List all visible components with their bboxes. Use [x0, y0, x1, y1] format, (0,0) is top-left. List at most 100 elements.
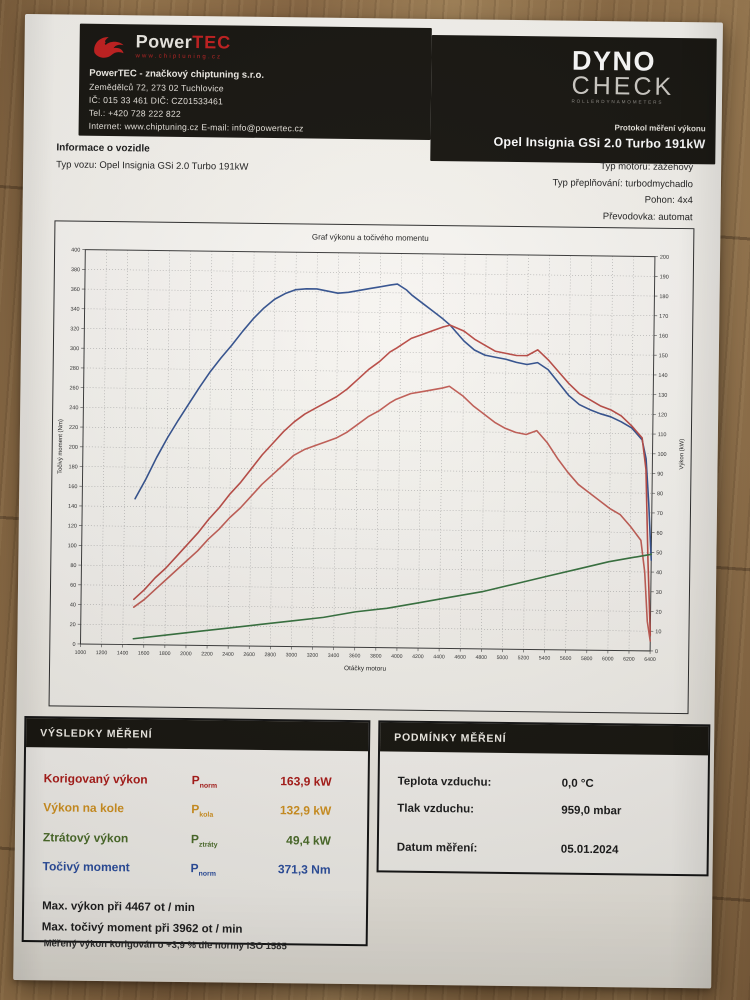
- svg-text:5200: 5200: [518, 655, 530, 661]
- svg-text:4600: 4600: [454, 655, 466, 661]
- results-panel: VÝSLEDKY MĚŘENÍ Korigovaný výkon Pnorm 1…: [21, 716, 371, 947]
- svg-text:Výkon (kW): Výkon (kW): [679, 439, 685, 470]
- logo-text-tec: TEC: [192, 32, 232, 53]
- svg-text:80: 80: [657, 491, 663, 497]
- svg-text:240: 240: [69, 405, 78, 411]
- svg-text:1000: 1000: [75, 650, 87, 656]
- svg-text:220: 220: [69, 425, 78, 431]
- svg-text:4400: 4400: [433, 654, 445, 660]
- svg-text:50: 50: [656, 550, 662, 556]
- svg-text:360: 360: [71, 287, 80, 293]
- result-symbol: Pztráty: [190, 831, 218, 849]
- svg-text:5000: 5000: [497, 655, 509, 661]
- svg-text:5600: 5600: [560, 656, 572, 662]
- company-name: PowerTEC - značkový chiptuning s.r.o.: [89, 67, 265, 81]
- svg-text:2000: 2000: [180, 651, 192, 657]
- svg-text:320: 320: [70, 326, 79, 332]
- svg-text:3200: 3200: [307, 653, 319, 659]
- svg-text:0: 0: [72, 642, 75, 648]
- svg-text:3600: 3600: [349, 653, 361, 659]
- svg-text:40: 40: [656, 570, 662, 576]
- svg-text:140: 140: [658, 373, 667, 379]
- company-header-block: PowerTEC www.chiptuning.cz PowerTEC - zn…: [78, 23, 432, 140]
- svg-text:380: 380: [71, 267, 80, 273]
- conditions-table: Teplota vzduchu: 0,0 °C Tlak vzduchu: 95…: [379, 751, 708, 857]
- spec-gearbox: Převodovka: automat: [602, 210, 693, 224]
- result-value: 163,9 kW: [280, 774, 332, 789]
- company-registration: IČ: 015 33 461 DIČ: CZ01533461: [88, 94, 224, 107]
- svg-text:4000: 4000: [391, 654, 403, 660]
- svg-text:1400: 1400: [117, 650, 129, 656]
- result-max-lines: Max. výkon při 4467 ot / min Max. točivý…: [24, 880, 367, 943]
- logo-url: www.chiptuning.cz: [135, 53, 223, 61]
- svg-text:2200: 2200: [201, 651, 213, 657]
- dynocheck-logo: DYNO CHECK ROLLERDYNAMOMETERS: [571, 46, 675, 106]
- svg-text:30: 30: [656, 590, 662, 596]
- svg-text:2400: 2400: [222, 652, 234, 658]
- svg-text:60: 60: [70, 583, 76, 589]
- dynocheck-logo-check: CHECK: [571, 71, 675, 101]
- svg-text:Točivý moment (Nm): Točivý moment (Nm): [58, 419, 65, 474]
- company-internet: Internet: www.chiptuning.cz E-mail: info…: [88, 120, 304, 134]
- results-table: Korigovaný výkon Pnorm 163,9 kW Výkon na…: [24, 747, 368, 884]
- svg-text:300: 300: [70, 346, 79, 352]
- dynocheck-logo-subtitle: ROLLERDYNAMOMETERS: [571, 99, 664, 106]
- vehicle-title: Opel Insignia GSi 2.0 Turbo 191kW: [493, 134, 706, 152]
- svg-text:100: 100: [68, 543, 77, 549]
- svg-text:180: 180: [69, 464, 78, 470]
- svg-text:4200: 4200: [412, 654, 424, 660]
- spec-charging-type: Typ přeplňování: turbodmychadlo: [552, 177, 694, 190]
- result-value: 49,4 kW: [286, 833, 332, 848]
- svg-text:0: 0: [655, 649, 658, 655]
- svg-text:120: 120: [68, 523, 77, 529]
- svg-text:340: 340: [70, 307, 79, 313]
- svg-text:4800: 4800: [475, 655, 487, 661]
- svg-text:150: 150: [659, 353, 668, 359]
- svg-text:Graf výkonu a točivého momentu: Graf výkonu a točivého momentu: [312, 232, 429, 242]
- powertec-wordmark: PowerTEC www.chiptuning.cz: [135, 31, 232, 61]
- company-address: Zemědělců 72, 273 02 Tuchlovice: [89, 81, 224, 94]
- svg-text:5800: 5800: [581, 656, 593, 662]
- spec-drive: Pohon: 4x4: [644, 194, 693, 207]
- result-value: 371,3 Nm: [277, 862, 331, 877]
- vehicle-info-title: Informace o vozidle: [56, 142, 150, 155]
- protocol-label: Protokol měření výkonu: [614, 123, 706, 134]
- svg-text:60: 60: [656, 531, 662, 537]
- svg-text:1600: 1600: [138, 651, 150, 657]
- condition-label: Tlak vzduchu:: [397, 802, 475, 816]
- svg-text:2600: 2600: [243, 652, 255, 658]
- svg-text:3800: 3800: [370, 653, 382, 659]
- svg-text:3000: 3000: [286, 652, 298, 658]
- result-row: Výkon na kole: [43, 800, 125, 816]
- svg-text:160: 160: [659, 334, 668, 340]
- correction-footnote: Měřený výkon korigován o +3,9 % dle norm…: [43, 938, 287, 953]
- svg-text:70: 70: [657, 511, 663, 517]
- svg-text:6000: 6000: [602, 656, 614, 662]
- result-row: Točivý moment: [42, 859, 130, 875]
- condition-value: 0,0 °C: [561, 777, 594, 791]
- svg-text:5400: 5400: [539, 656, 551, 662]
- svg-text:140: 140: [68, 504, 77, 510]
- svg-text:200: 200: [69, 445, 78, 451]
- svg-text:3400: 3400: [328, 653, 340, 659]
- svg-text:Otáčky motoru: Otáčky motoru: [344, 665, 387, 673]
- results-header: VÝSLEDKY MĚŘENÍ: [26, 718, 369, 752]
- result-value: 132,9 kW: [279, 803, 332, 819]
- dyno-protocol-sheet: PowerTEC www.chiptuning.cz PowerTEC - zn…: [13, 14, 723, 989]
- result-symbol: Pkola: [191, 802, 214, 820]
- svg-text:1200: 1200: [96, 650, 108, 656]
- svg-text:160: 160: [68, 484, 77, 490]
- svg-text:10: 10: [655, 629, 661, 635]
- svg-text:280: 280: [70, 366, 79, 372]
- svg-text:400: 400: [71, 247, 80, 253]
- svg-text:180: 180: [659, 294, 668, 300]
- spec-engine-type: Typ motoru: zážehový: [600, 161, 694, 174]
- conditions-header: PODMÍNKY MĚŘENÍ: [380, 722, 709, 756]
- svg-text:6400: 6400: [644, 657, 656, 663]
- svg-text:6200: 6200: [623, 657, 635, 663]
- svg-text:260: 260: [69, 385, 78, 391]
- svg-text:2800: 2800: [264, 652, 276, 658]
- vehicle-info-right: Typ motoru: zážehový Typ přeplňování: tu…: [552, 158, 693, 226]
- conditions-panel: PODMÍNKY MĚŘENÍ Teplota vzduchu: 0,0 °C …: [376, 720, 711, 877]
